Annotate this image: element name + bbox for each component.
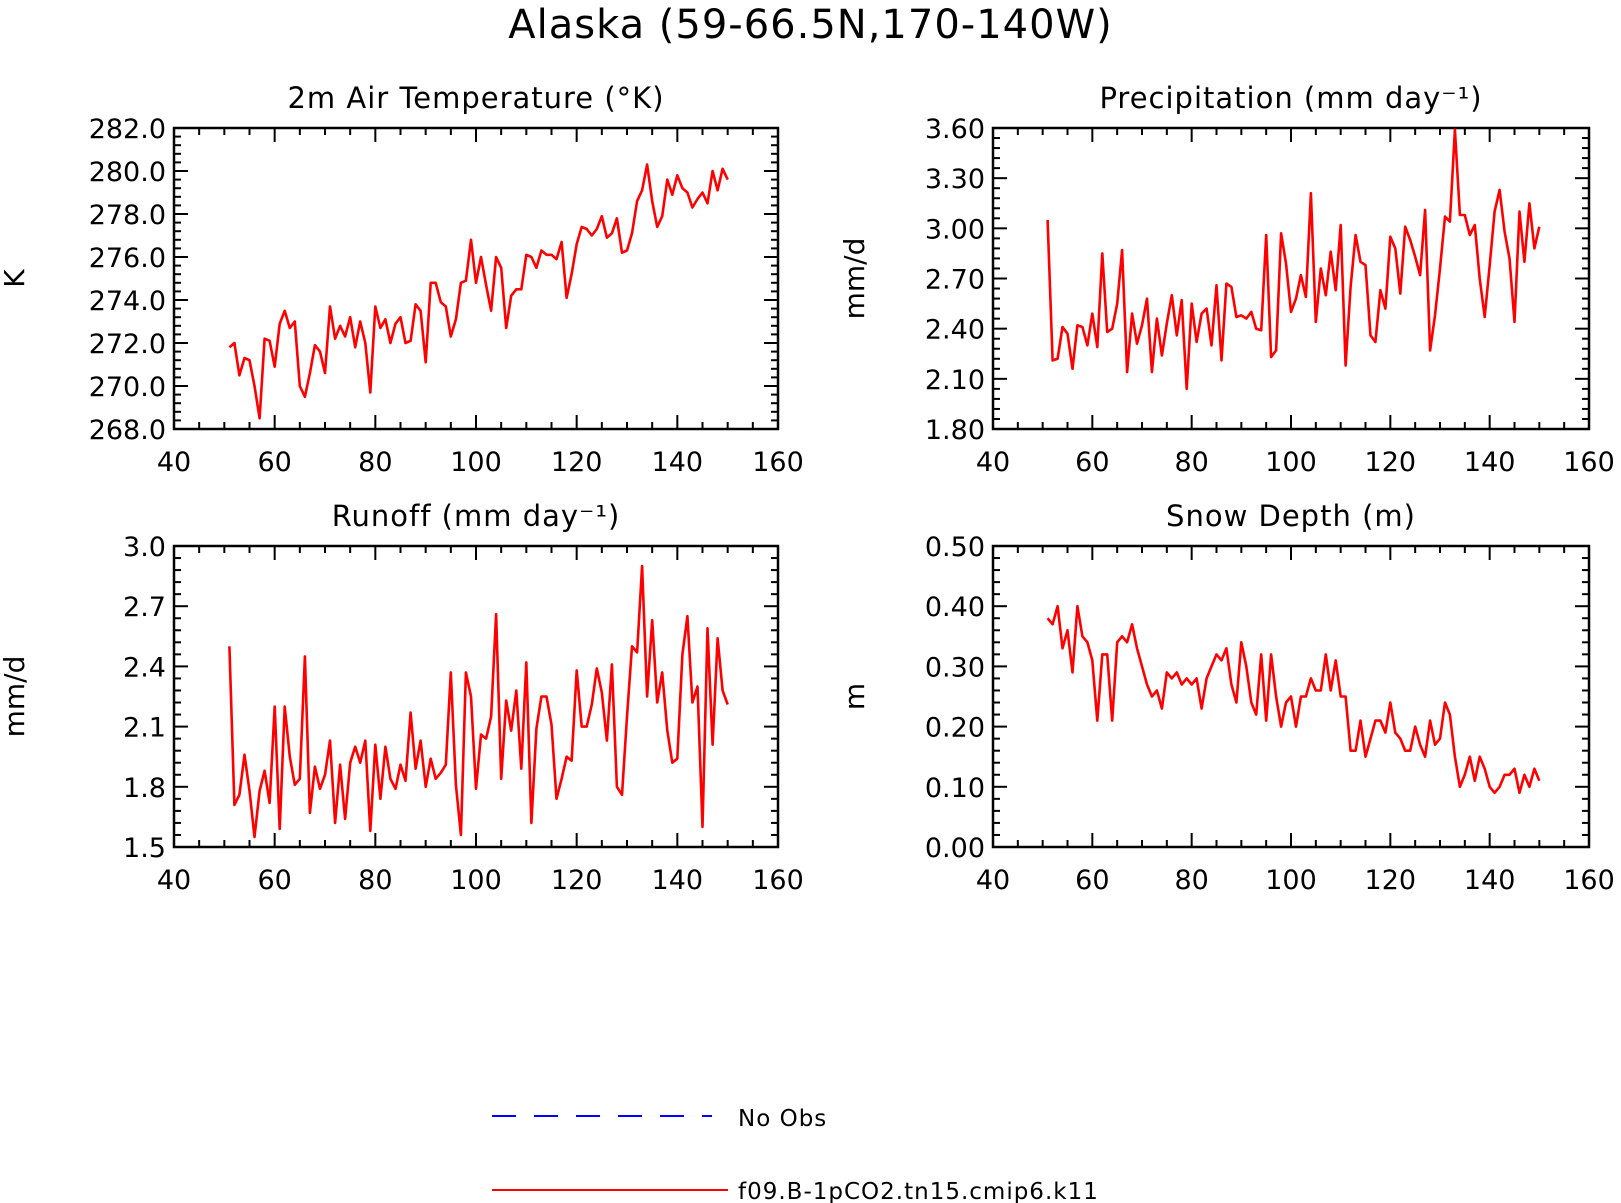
x-tick-label: 120	[551, 865, 603, 896]
y-tick-label: 0.20	[925, 713, 985, 744]
x-tick-label: 120	[1365, 447, 1417, 478]
x-tick-label: 120	[551, 447, 603, 478]
y-tick-label: 0.40	[925, 592, 985, 623]
y-axis-label: mm/d	[0, 656, 31, 738]
x-tick-label: 80	[358, 447, 392, 478]
x-tick-label: 60	[257, 447, 291, 478]
y-tick-label: 276.0	[89, 243, 166, 274]
y-tick-label: 270.0	[89, 372, 166, 403]
x-tick-label: 100	[1265, 865, 1317, 896]
x-tick-label: 60	[1075, 865, 1109, 896]
y-axis-label: K	[0, 269, 31, 288]
y-tick-label: 2.7	[123, 592, 166, 623]
x-tick-label: 100	[1265, 447, 1317, 478]
y-tick-label: 278.0	[89, 200, 166, 231]
x-tick-label: 80	[1174, 447, 1208, 478]
y-tick-label: 3.00	[925, 214, 985, 245]
x-tick-label: 140	[652, 447, 704, 478]
y-tick-label: 3.0	[123, 532, 166, 563]
x-tick-label: 40	[976, 865, 1010, 896]
y-tick-label: 274.0	[89, 286, 166, 317]
x-tick-label: 140	[1464, 865, 1516, 896]
y-tick-label: 282.0	[89, 114, 166, 145]
x-tick-label: 100	[450, 865, 502, 896]
x-tick-label: 140	[652, 865, 704, 896]
y-tick-label: 0.00	[925, 833, 985, 864]
series-line-model	[1046, 128, 1541, 391]
chart-main-title: Alaska (59-66.5N,170-140W)	[508, 2, 1113, 48]
x-tick-label: 160	[752, 865, 804, 896]
panel-title: Runoff (mm day⁻¹)	[332, 499, 621, 533]
y-tick-label: 3.30	[925, 164, 985, 195]
panel-title: Snow Depth (m)	[1166, 499, 1416, 533]
y-tick-label: 1.5	[123, 833, 166, 864]
y-tick-label: 2.1	[123, 713, 166, 744]
x-tick-label: 80	[1174, 865, 1208, 896]
series-line-model	[228, 163, 729, 420]
y-tick-label: 280.0	[89, 157, 166, 188]
chart-panel-runoff: 40 60 80 100 120 140 160 1.5 1.8 2.1 2.4 2.7 3.0 Runo…	[0, 499, 804, 896]
y-tick-label: 268.0	[89, 415, 166, 446]
x-tick-label: 100	[450, 447, 502, 478]
y-tick-label: 2.40	[925, 315, 985, 346]
legend: No Obs f09.B-1pCO2.tn15.cmip6.k11	[492, 1106, 1099, 1203]
panel-title: Precipitation (mm day⁻¹)	[1099, 81, 1482, 115]
x-tick-label: 160	[1563, 447, 1615, 478]
chart-panel-precipitation: 40 60 80 100 120 140 160 1.80 2.10 2.40 2.70 3.00 3.…	[838, 81, 1615, 478]
y-tick-label: 2.4	[123, 652, 166, 683]
x-tick-label: 40	[976, 447, 1010, 478]
y-axis-label: m	[838, 683, 871, 710]
y-tick-label: 0.50	[925, 532, 985, 563]
panels-group: 40 60 80 100 120 140 160 268.0 270.0 272.0 274.0 27…	[0, 81, 1615, 896]
x-tick-label: 160	[752, 447, 804, 478]
legend-obs-label: No Obs	[738, 1106, 827, 1132]
plot-frame	[991, 126, 1591, 431]
x-tick-label: 80	[358, 865, 392, 896]
legend-model-label: f09.B-1pCO2.tn15.cmip6.k11	[738, 1179, 1099, 1203]
series-line-model	[228, 564, 729, 839]
panel-title: 2m Air Temperature (°K)	[287, 81, 664, 115]
chart-panel-air-temperature: 40 60 80 100 120 140 160 268.0 270.0 272.0 274.0 27…	[0, 81, 804, 478]
plot-frame	[172, 544, 780, 849]
x-tick-label: 40	[157, 447, 191, 478]
y-tick-label: 1.80	[925, 415, 985, 446]
x-tick-label: 120	[1365, 865, 1417, 896]
y-tick-label: 2.70	[925, 265, 985, 296]
x-tick-label: 40	[157, 865, 191, 896]
series-line-model	[1046, 604, 1541, 795]
x-tick-label: 160	[1563, 865, 1615, 896]
x-tick-label: 60	[257, 865, 291, 896]
y-tick-label: 2.10	[925, 365, 985, 396]
y-tick-label: 272.0	[89, 329, 166, 360]
y-tick-label: 1.8	[123, 773, 166, 804]
y-tick-label: 3.60	[925, 114, 985, 145]
x-tick-label: 60	[1075, 447, 1109, 478]
x-tick-label: 140	[1464, 447, 1516, 478]
chart-panel-snow-depth: 40 60 80 100 120 140 160 0.00 0.10 0.20 0.30 0.40 0.…	[838, 499, 1615, 896]
y-tick-label: 0.10	[925, 773, 985, 804]
y-axis-label: mm/d	[838, 238, 871, 320]
y-tick-label: 0.30	[925, 652, 985, 683]
